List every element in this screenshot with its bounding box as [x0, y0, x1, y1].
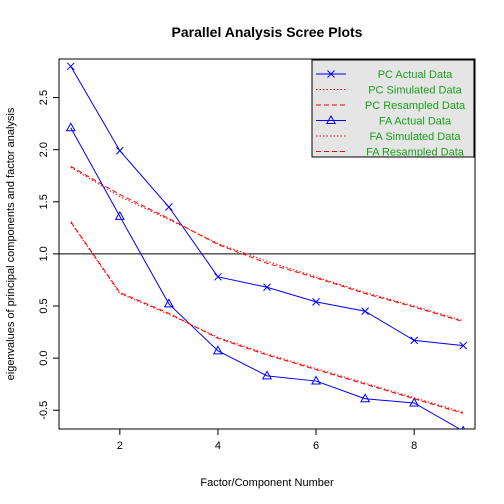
y-axis-label: eigenvalues of principal components and … [5, 107, 17, 380]
data-point [163, 298, 174, 308]
data-point [461, 425, 466, 429]
legend-entry-fa-simulated: FA Simulated Data [316, 131, 461, 143]
data-point [311, 375, 322, 385]
data-point [66, 62, 75, 71]
data-point [409, 397, 420, 407]
series-fa-simulated-data [70, 222, 464, 413]
y-tick-label: 0.0 [38, 350, 50, 365]
x-tick-label: 8 [411, 440, 417, 452]
series-line-fa-actual-data [70, 127, 461, 429]
series-line-fa-simulated-data [70, 222, 464, 413]
y-tick-label: 2.5 [38, 90, 50, 105]
data-point [65, 122, 76, 132]
series-line-fa-resampled-data [70, 221, 464, 414]
legend: PC Actual Data PC Simulated Data PC Resamp… [311, 59, 475, 159]
y-tick-label: 1.5 [38, 194, 50, 209]
series-line-pc-resampled-data [70, 165, 464, 323]
x-axis-label: Factor/Component Number [200, 477, 334, 489]
y-tick-label: 1.0 [38, 246, 50, 261]
y-axis: -0.5 0.0 0.5 1.0 1.5 2.0 2.5 [38, 90, 60, 420]
legend-entry-fa-resampled: FA Resampled Data [316, 147, 465, 159]
chart-title: Parallel Analysis Scree Plots [172, 24, 363, 40]
series-pc-simulated-data [70, 166, 464, 322]
data-point [114, 210, 125, 220]
x-axis: 2 4 6 8 [117, 428, 417, 452]
data-point [361, 307, 369, 316]
legend-entry-fa-actual: FA Actual Data [316, 114, 452, 128]
data-point [115, 146, 124, 155]
legend-box [311, 59, 475, 158]
legend-label: PC Actual Data [378, 69, 453, 81]
legend-entries: PC Actual Data PC Simulated Data PC Resamp… [316, 69, 466, 159]
series-line-pc-simulated-data [70, 166, 464, 322]
data-point [459, 341, 468, 350]
data-point [312, 297, 320, 306]
series-layer [65, 62, 468, 429]
legend-label: FA Actual Data [379, 116, 452, 128]
legend-entry-pc-actual: PC Actual Data [316, 69, 453, 81]
series-pc-resampled-data [70, 165, 464, 323]
data-point [214, 272, 222, 281]
data-point [263, 283, 271, 292]
series-fa-resampled-data [70, 221, 464, 414]
data-point [212, 345, 223, 355]
legend-entry-pc-simulated: PC Simulated Data [316, 85, 463, 97]
legend-label: FA Simulated Data [369, 131, 461, 143]
x-tick-label: 4 [215, 440, 221, 452]
x-tick-label: 6 [313, 440, 319, 452]
legend-marker [325, 114, 337, 124]
y-tick-label: -0.5 [38, 401, 50, 420]
legend-marker [327, 70, 335, 78]
data-point [410, 336, 419, 345]
legend-label: FA Resampled Data [366, 147, 465, 159]
series-pc-actual-data [66, 62, 468, 350]
series-fa-actual-data [65, 122, 466, 429]
data-point [360, 393, 371, 403]
legend-entry-pc-resampled: PC Resampled Data [316, 100, 466, 112]
data-point [261, 370, 273, 380]
y-tick-label: 2.0 [38, 142, 50, 157]
x-tick-label: 2 [117, 440, 123, 452]
legend-label: PC Simulated Data [368, 85, 462, 97]
legend-label: PC Resampled Data [365, 100, 466, 112]
y-tick-label: 0.5 [38, 298, 50, 313]
data-point [165, 203, 173, 211]
